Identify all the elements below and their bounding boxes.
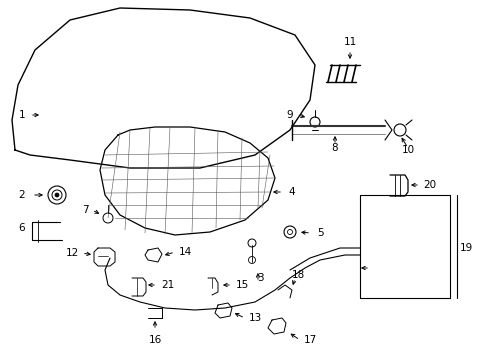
Text: 19: 19 <box>459 243 472 253</box>
Text: 7: 7 <box>81 205 88 215</box>
Text: 2: 2 <box>19 190 25 200</box>
Text: 21: 21 <box>161 280 174 290</box>
Text: 8: 8 <box>331 143 338 153</box>
Text: 14: 14 <box>178 247 191 257</box>
Text: 1: 1 <box>19 110 25 120</box>
Text: 12: 12 <box>65 248 79 258</box>
Text: 17: 17 <box>303 335 316 345</box>
Circle shape <box>55 193 59 197</box>
Text: 18: 18 <box>291 270 304 280</box>
Text: 10: 10 <box>401 145 414 155</box>
Text: 16: 16 <box>148 335 162 345</box>
Text: 4: 4 <box>288 187 295 197</box>
Text: 5: 5 <box>316 228 323 238</box>
Text: 3: 3 <box>256 273 263 283</box>
Text: 9: 9 <box>286 110 293 120</box>
Text: 6: 6 <box>19 223 25 233</box>
Text: 13: 13 <box>248 313 261 323</box>
Text: 15: 15 <box>235 280 248 290</box>
Text: 11: 11 <box>343 37 356 47</box>
Text: 20: 20 <box>423 180 436 190</box>
